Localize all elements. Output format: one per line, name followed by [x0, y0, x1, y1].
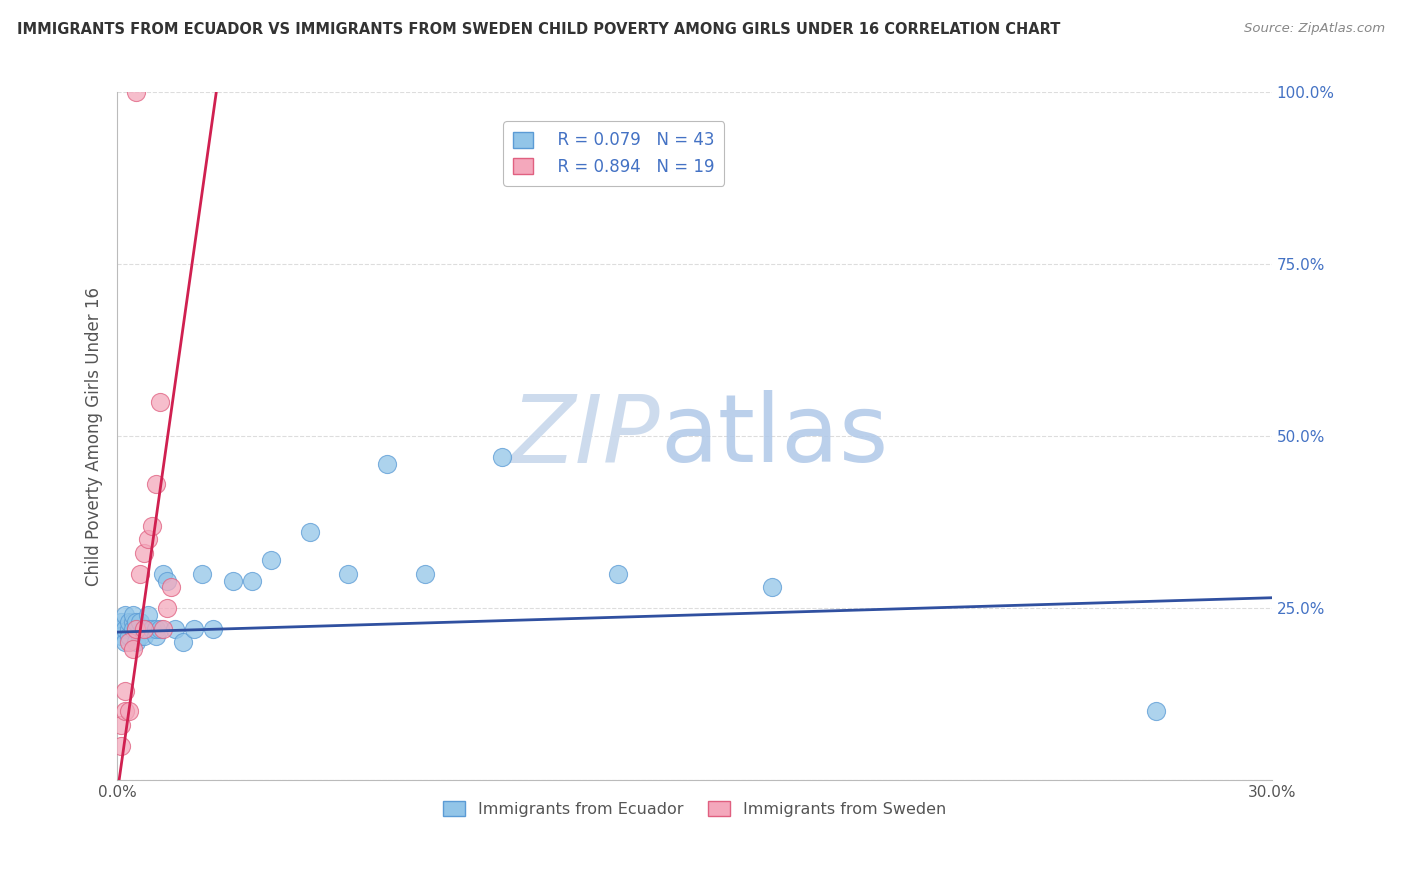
Point	[136, 622, 159, 636]
Point	[145, 477, 167, 491]
Point	[134, 622, 156, 636]
Point	[221, 574, 243, 588]
Point	[114, 607, 136, 622]
Point	[172, 635, 194, 649]
Point	[202, 622, 225, 636]
Point	[129, 615, 152, 629]
Point	[121, 615, 143, 629]
Point	[337, 566, 360, 581]
Point	[148, 394, 170, 409]
Point	[110, 718, 132, 732]
Point	[375, 457, 398, 471]
Point	[260, 553, 283, 567]
Point	[240, 574, 263, 588]
Point	[136, 533, 159, 547]
Point	[156, 574, 179, 588]
Point	[761, 581, 783, 595]
Point	[110, 615, 132, 629]
Point	[121, 607, 143, 622]
Point	[152, 566, 174, 581]
Point	[110, 739, 132, 753]
Point	[118, 622, 141, 636]
Point	[145, 622, 167, 636]
Point	[183, 622, 205, 636]
Point	[125, 635, 148, 649]
Point	[134, 622, 156, 636]
Point	[152, 622, 174, 636]
Point	[125, 86, 148, 100]
Point	[114, 635, 136, 649]
Text: Source: ZipAtlas.com: Source: ZipAtlas.com	[1244, 22, 1385, 36]
Point	[163, 622, 186, 636]
Point	[136, 607, 159, 622]
Point	[134, 629, 156, 643]
Point	[118, 635, 141, 649]
Y-axis label: Child Poverty Among Girls Under 16: Child Poverty Among Girls Under 16	[86, 286, 103, 586]
Point	[134, 546, 156, 560]
Text: atlas: atlas	[659, 390, 889, 483]
Point	[606, 566, 628, 581]
Point	[121, 642, 143, 657]
Point	[110, 629, 132, 643]
Point	[156, 601, 179, 615]
Point	[129, 629, 152, 643]
Point	[413, 566, 436, 581]
Point	[110, 622, 132, 636]
Point	[148, 622, 170, 636]
Point	[191, 566, 214, 581]
Point	[125, 615, 148, 629]
Point	[118, 615, 141, 629]
Point	[129, 566, 152, 581]
Point	[160, 581, 183, 595]
Point	[145, 629, 167, 643]
Point	[118, 704, 141, 718]
Point	[491, 450, 513, 464]
Point	[114, 683, 136, 698]
Legend: Immigrants from Ecuador, Immigrants from Sweden: Immigrants from Ecuador, Immigrants from…	[437, 795, 952, 823]
Point	[114, 622, 136, 636]
Point	[121, 622, 143, 636]
Text: ZIP: ZIP	[510, 391, 659, 482]
Point	[141, 518, 163, 533]
Point	[141, 622, 163, 636]
Point	[114, 704, 136, 718]
Point	[298, 525, 321, 540]
Point	[1144, 704, 1167, 718]
Point	[125, 622, 148, 636]
Point	[125, 622, 148, 636]
Text: IMMIGRANTS FROM ECUADOR VS IMMIGRANTS FROM SWEDEN CHILD POVERTY AMONG GIRLS UNDE: IMMIGRANTS FROM ECUADOR VS IMMIGRANTS FR…	[17, 22, 1060, 37]
Point	[118, 629, 141, 643]
